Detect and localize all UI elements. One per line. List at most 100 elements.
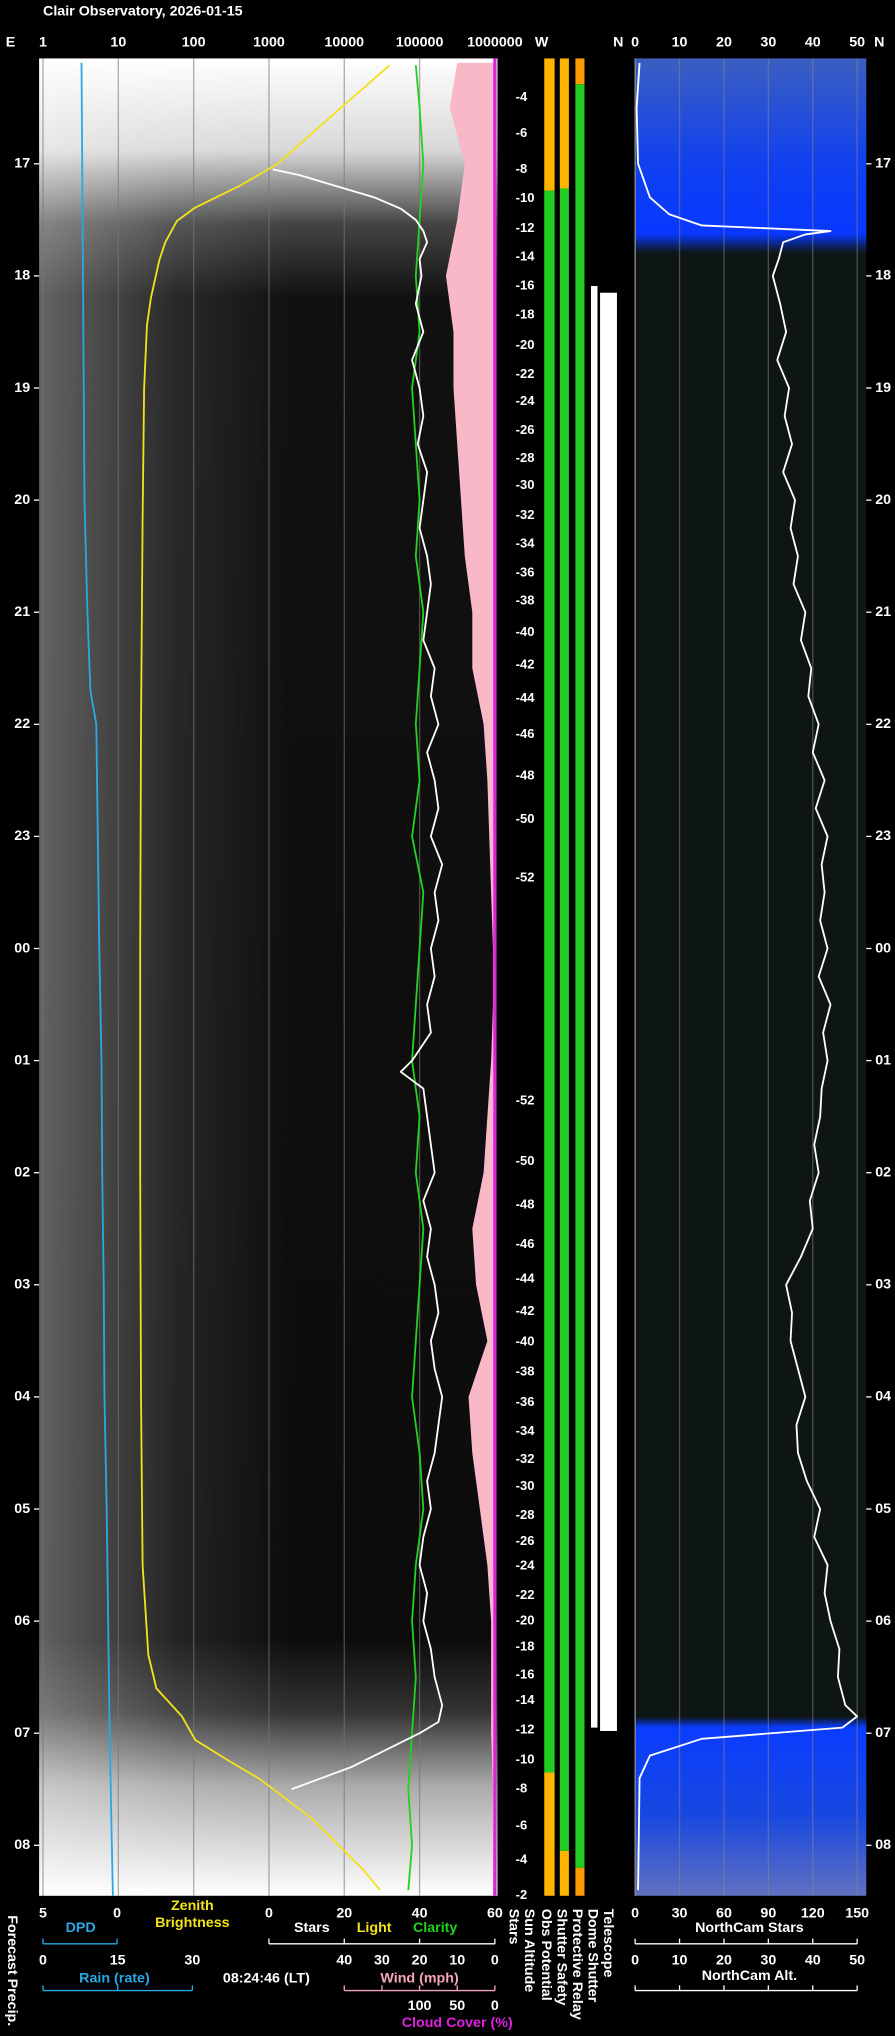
x-tick-label: 40 <box>336 1952 352 1968</box>
northcam-stars-line <box>635 62 859 1891</box>
status-segment <box>559 1850 569 1896</box>
sun-altitude-label: -36 <box>516 1394 535 1409</box>
time-tick-label: 20 <box>875 492 891 508</box>
sun-altitude-label: -22 <box>516 366 535 381</box>
sun-altitude-label: -8 <box>516 1781 528 1796</box>
camera-twilight-bottom <box>635 1716 867 1896</box>
x-tick-label: 30 <box>760 35 776 51</box>
x-tick-label: 15 <box>110 1952 126 1968</box>
status-segment <box>559 188 569 1851</box>
time-tick-label: 23 <box>14 828 30 844</box>
time-tick-label: 03 <box>14 1277 30 1293</box>
sun-altitude-label: -52 <box>516 1092 535 1107</box>
camera-twilight-top <box>635 58 867 254</box>
sun-altitude-label: -2 <box>516 1887 528 1902</box>
x-tick-label: 60 <box>487 1906 503 1922</box>
sun-altitude-label: -14 <box>516 1692 536 1707</box>
sun-altitude-label: -46 <box>516 726 535 741</box>
time-tick-label: 19 <box>14 380 30 396</box>
sun-altitude-label: -28 <box>516 1507 535 1522</box>
sun-altitude-label: -38 <box>516 592 535 607</box>
x-tick-label: 1 <box>39 35 47 51</box>
axis-label: NorthCam Stars <box>695 1920 804 1936</box>
sun-altitude-label: -34 <box>516 535 536 550</box>
x-tick-label: 10 <box>110 35 126 51</box>
x-tick-label: 30 <box>760 1952 776 1968</box>
x-tick-label: 40 <box>805 35 821 51</box>
sun-altitude-label: -36 <box>516 564 535 579</box>
sun-altitude-label: -4 <box>516 1851 528 1866</box>
column-label: Stars <box>505 1909 521 1945</box>
column-label: Dome Shutter <box>585 1909 601 2003</box>
x-tick-label: 10000 <box>324 35 364 51</box>
column-label: Protective Relay <box>569 1909 585 2020</box>
compass-label: E <box>6 35 16 51</box>
x-tick-label: 0 <box>113 1906 121 1922</box>
sun-altitude-label: -12 <box>516 220 535 235</box>
wind-area <box>445 62 495 1896</box>
x-tick-label: 0 <box>631 35 639 51</box>
time-tick-label: 02 <box>14 1164 30 1180</box>
series-label: Clarity <box>413 1920 457 1936</box>
x-tick-label: 90 <box>760 1906 776 1922</box>
sun-altitude-label: -32 <box>516 1451 535 1466</box>
x-tick-label: 40 <box>412 1906 428 1922</box>
sun-altitude-label: -48 <box>516 767 535 782</box>
time-tick-label: 22 <box>875 716 891 732</box>
x-tick-label: 0 <box>491 1998 499 2014</box>
axis-label: NorthCam Alt. <box>702 1968 797 1984</box>
time-tick-label: 02 <box>875 1164 891 1180</box>
sun-altitude-label: -16 <box>516 277 535 292</box>
sun-altitude-label: -20 <box>516 337 535 352</box>
sun-altitude-label: -42 <box>516 656 535 671</box>
sun-altitude-label: -50 <box>516 1153 535 1168</box>
time-tick-label: 01 <box>14 1052 30 1068</box>
x-tick-label: 100000 <box>396 35 444 51</box>
status-segment <box>544 58 555 191</box>
x-tick-label: 100 <box>408 1998 432 2014</box>
sun-altitude-label: -40 <box>516 624 535 639</box>
time-tick-label: 00 <box>14 940 30 956</box>
status-segment <box>575 1867 585 1896</box>
sun-altitude-label: -52 <box>516 869 535 884</box>
sun-altitude-label: -28 <box>516 450 535 465</box>
sun-altitude-label: -6 <box>516 125 528 140</box>
x-tick-label: 120 <box>801 1906 825 1922</box>
sun-altitude-label: -26 <box>516 422 535 437</box>
time-tick-label: 22 <box>14 716 30 732</box>
x-tick-label: 10 <box>672 1952 688 1968</box>
x-tick-label: 10 <box>449 1952 465 1968</box>
status-segment <box>544 1772 555 1896</box>
sun-altitude-label: -8 <box>516 161 528 176</box>
x-tick-label: 30 <box>374 1952 390 1968</box>
time-tick-label: 00 <box>875 940 891 956</box>
x-tick-label: 150 <box>845 1906 869 1922</box>
sun-altitude-label: -10 <box>516 190 535 205</box>
time-tick-label: 21 <box>14 604 30 620</box>
series-label: Zenith Brightness <box>155 1898 230 1931</box>
sun-altitude-label: -30 <box>516 1478 535 1493</box>
sun-altitude-label: -4 <box>516 89 528 104</box>
x-tick-label: 50 <box>849 1952 865 1968</box>
time-tick-label: 08 <box>14 1837 30 1853</box>
compass-label: W <box>535 35 549 51</box>
x-tick-label: 50 <box>849 35 865 51</box>
column-label: Shutter Safety <box>553 1909 569 2006</box>
sun-altitude-label: -12 <box>516 1721 535 1736</box>
time-tick-label: 01 <box>875 1052 891 1068</box>
sun-altitude-label: -24 <box>516 1558 536 1573</box>
status-segment <box>544 190 555 1773</box>
series-line <box>407 65 425 1891</box>
sun-altitude-label: -38 <box>516 1364 535 1379</box>
axis-label: DPD <box>66 1920 96 1936</box>
time-tick-label: 18 <box>14 268 30 284</box>
sun-altitude-label: -34 <box>516 1423 536 1438</box>
x-tick-label: 1000000 <box>467 35 523 51</box>
status-segment <box>600 292 617 1731</box>
time-tick-label: 21 <box>875 604 891 620</box>
status-segment <box>575 84 585 1868</box>
time-tick-label: 06 <box>875 1613 891 1629</box>
x-tick-label: 30 <box>184 1952 200 1968</box>
